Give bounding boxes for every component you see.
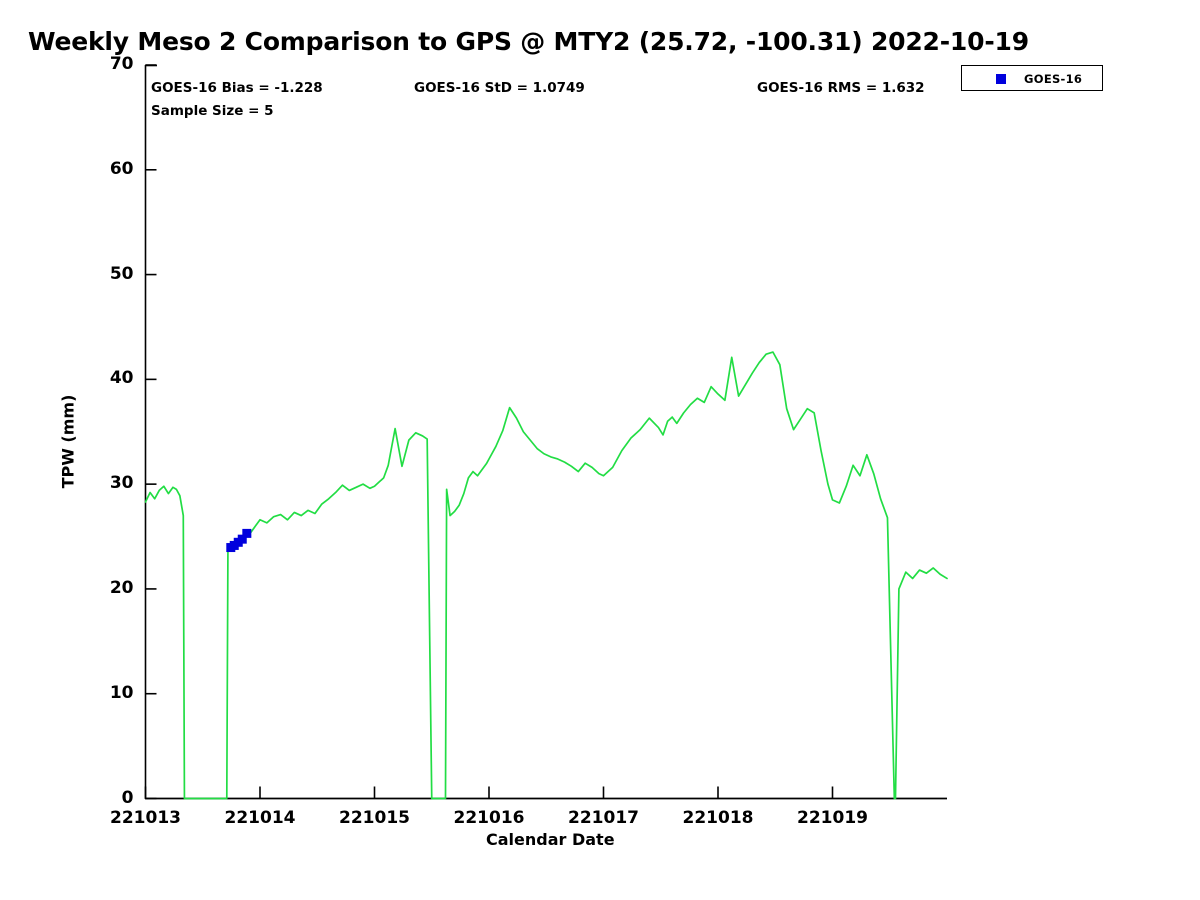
x-tick-label: 221017 xyxy=(568,807,639,828)
series-gps-line xyxy=(144,351,948,800)
x-tick-label: 221016 xyxy=(453,807,525,828)
stat-bias: GOES-16 Bias = -1.228 xyxy=(151,80,323,96)
gps-trace xyxy=(144,351,948,800)
x-tick-label: 221019 xyxy=(797,807,868,828)
y-tick-label: 50 xyxy=(109,263,134,284)
stat-rms: GOES-16 RMS = 1.632 xyxy=(757,80,925,96)
y-tick-label: 30 xyxy=(109,473,134,494)
y-tick-label: 60 xyxy=(109,158,134,179)
x-axis-ticks xyxy=(144,786,834,799)
y-tick-label: 0 xyxy=(121,787,134,808)
x-tick-label: 221014 xyxy=(224,807,296,828)
axes-frame xyxy=(144,64,947,800)
y-tick-label: 10 xyxy=(109,682,134,703)
page-title: Weekly Meso 2 Comparison to GPS @ MTY2 (… xyxy=(28,27,1029,56)
x-tick-label: 221013 xyxy=(110,807,181,828)
stat-std: GOES-16 StD = 1.0749 xyxy=(414,80,585,96)
y-axis-ticks xyxy=(145,64,157,800)
goes16-marker xyxy=(237,534,247,544)
legend: GOES-16 xyxy=(961,65,1103,91)
legend-swatch-goes16 xyxy=(996,74,1006,84)
stat-sample-size: Sample Size = 5 xyxy=(151,103,274,119)
x-tick-label: 221015 xyxy=(339,807,410,828)
x-tick-label: 221018 xyxy=(682,807,754,828)
x-axis-title: Calendar Date xyxy=(486,830,615,849)
y-tick-label: 20 xyxy=(109,577,134,598)
series-goes16-markers xyxy=(226,528,252,553)
y-axis-title: TPW (mm) xyxy=(58,394,78,489)
goes16-marker xyxy=(242,528,252,538)
y-tick-label: 70 xyxy=(109,54,134,74)
y-tick-label: 40 xyxy=(109,368,134,389)
legend-label-goes16: GOES-16 xyxy=(1024,72,1083,86)
